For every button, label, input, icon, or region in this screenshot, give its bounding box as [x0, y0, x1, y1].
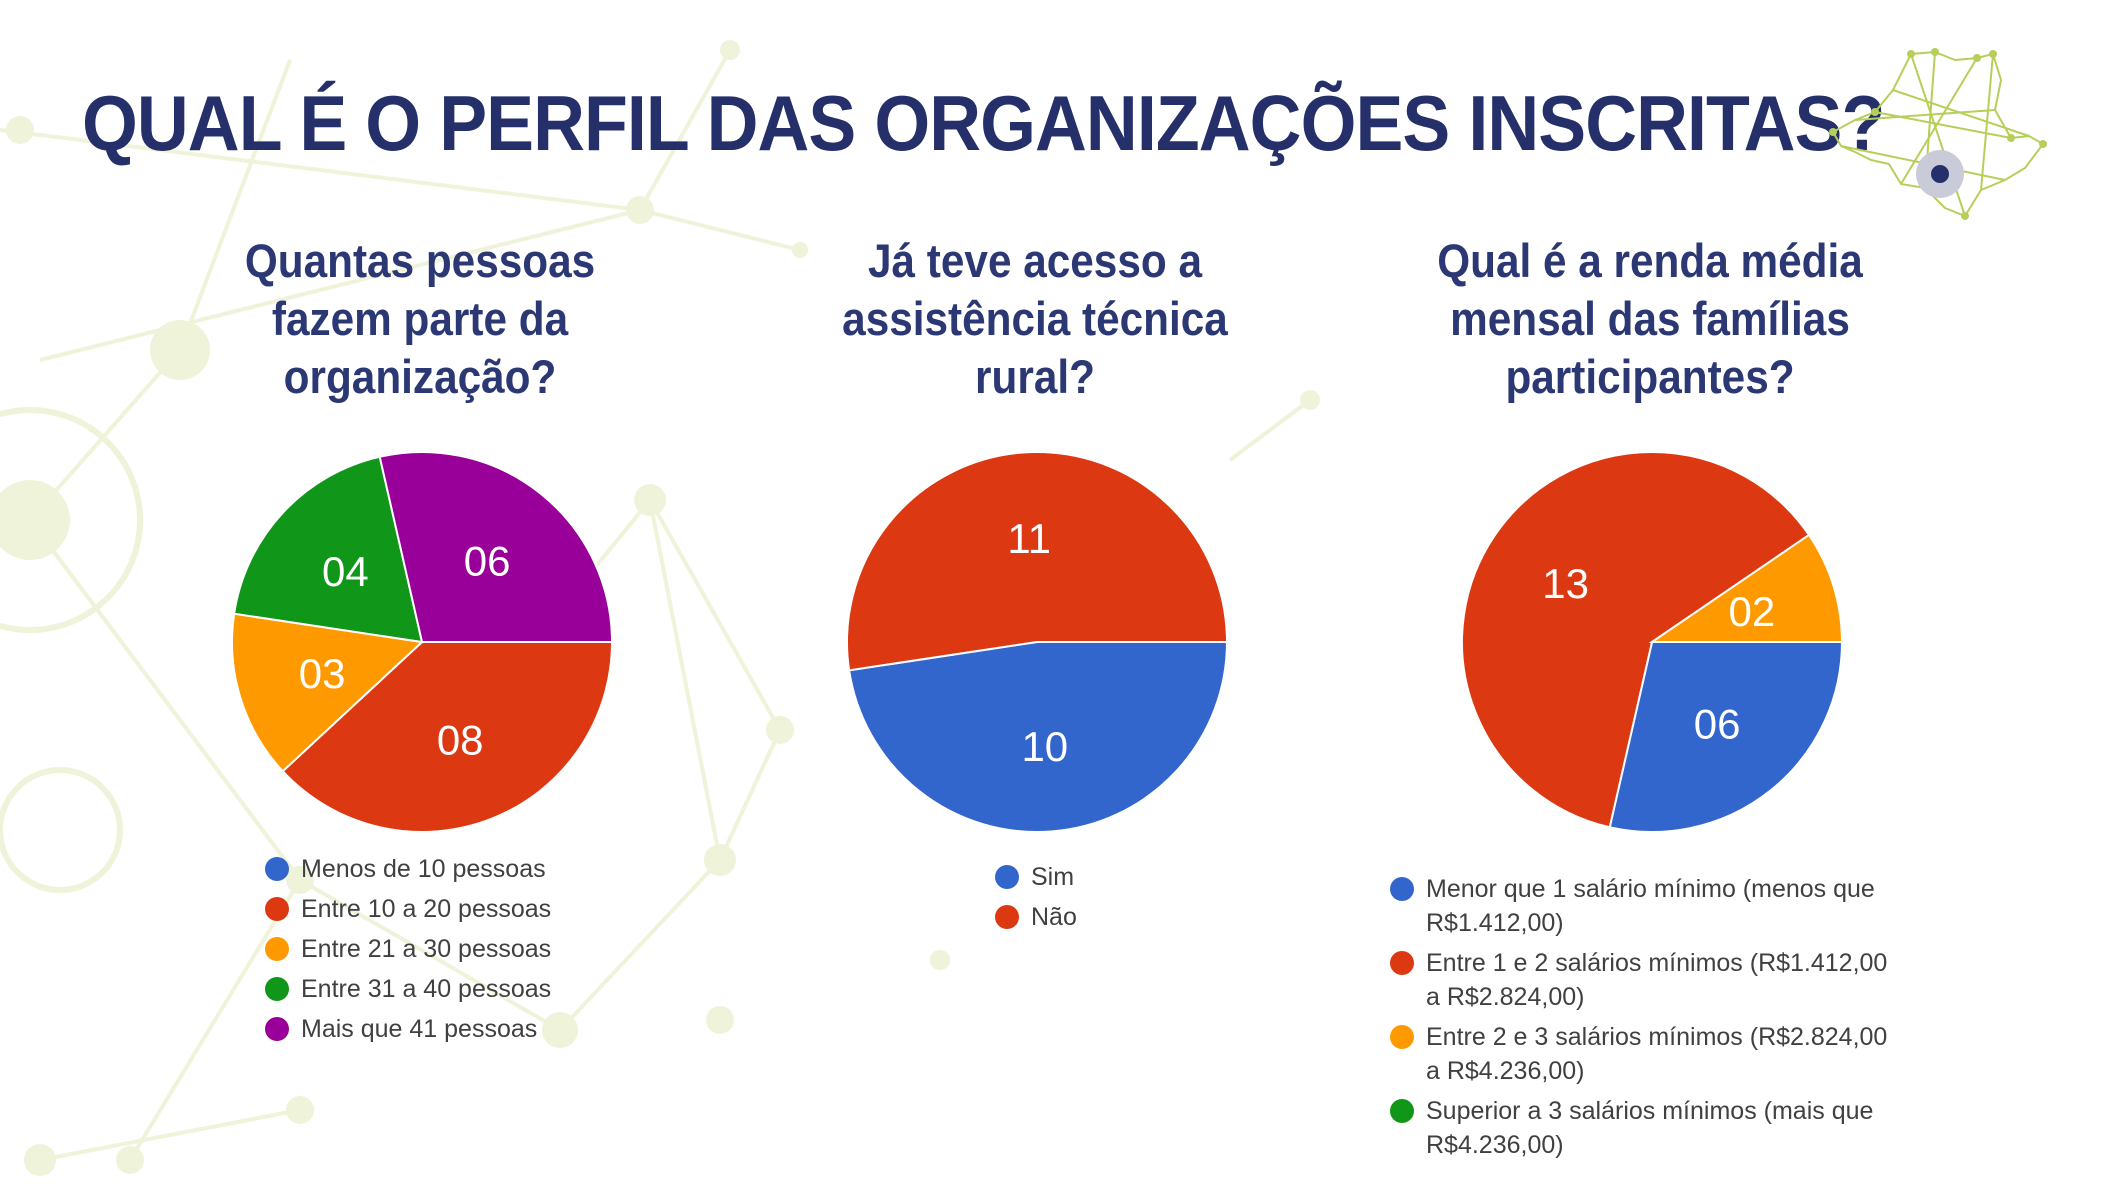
- legend-swatch: [1390, 1025, 1414, 1049]
- pie-chart-technical-assistance: 10 11: [846, 451, 1229, 833]
- pie-data-label: 04: [322, 548, 369, 595]
- legend-label: Não: [1031, 903, 1077, 931]
- legend-item-menor-que-1-salario-minimo-menos-que-r-1: Menor que 1 salário mínimo (menos que R$…: [1390, 872, 1890, 940]
- pie-data-label: 08: [437, 716, 484, 763]
- legend-label: Entre 31 a 40 pessoas: [301, 975, 552, 1003]
- pie-chart-organization-size: 08 03 04 06: [231, 451, 614, 833]
- pie-data-label: 10: [1021, 723, 1068, 770]
- chart-legend: Sim Não: [995, 860, 1195, 940]
- pie-slice-mais-que-41-pessoas: [378, 451, 614, 643]
- legend-label: Menos de 10 pessoas: [301, 855, 546, 883]
- legend-label: Entre 21 a 30 pessoas: [301, 935, 552, 963]
- legend-item-superior-a-3-salarios-minimos-mais-que-r: Superior a 3 salários mínimos (mais que …: [1390, 1094, 1890, 1162]
- pie-data-label: 03: [299, 650, 346, 697]
- legend-item-entre-31-a-40-pessoas: Entre 31 a 40 pessoas: [265, 972, 625, 1006]
- legend-item-entre-1-e-2-salarios-minimos-r-1-412-00-: Entre 1 e 2 salários mínimos (R$1.412,00…: [1390, 946, 1890, 1014]
- pie-data-label: 11: [1007, 515, 1051, 562]
- legend-label: Sim: [1031, 863, 1075, 891]
- legend-item-mais-que-41-pessoas: Mais que 41 pessoas: [265, 1012, 625, 1046]
- chart-question: Qual é a renda média mensal das famílias…: [1437, 234, 1863, 403]
- legend-label: Mais que 41 pessoas: [301, 1015, 538, 1043]
- pie-data-label: 06: [464, 537, 511, 584]
- pie-slice-entre-21-a-30-pessoas: [231, 612, 425, 773]
- legend-label: Superior a 3 salários mínimos (mais que …: [1426, 1097, 1874, 1159]
- pie-slice-menor-que-1-salario-minimo-menos-que-r-1: [1608, 641, 1844, 833]
- pie-slice-entre-2-e-3-salarios-minimos-r-2-824-00-: [1648, 533, 1844, 643]
- legend-swatch: [265, 937, 289, 961]
- legend-swatch: [1390, 1099, 1414, 1123]
- pie-chart-family-income: 06 13 02: [1461, 451, 1844, 833]
- legend-swatch: [265, 897, 289, 921]
- chart-legend: Menor que 1 salário mínimo (menos que R$…: [1390, 872, 1890, 1168]
- legend-swatch: [1390, 877, 1414, 901]
- pie-slice-nao: [846, 451, 1229, 672]
- legend-item-nao: Não: [995, 900, 1195, 934]
- legend-item-sim: Sim: [995, 860, 1195, 894]
- pie-slice-entre-10-a-20-pessoas: [281, 641, 614, 833]
- pie-slice-sim: [847, 641, 1229, 833]
- sao-paulo-map-logo: [1829, 48, 2047, 220]
- legend-swatch: [995, 865, 1019, 889]
- pie-data-label: 06: [1694, 701, 1741, 748]
- legend-label: Entre 2 e 3 salários mínimos (R$2.824,00…: [1426, 1023, 1888, 1085]
- pie-slice-entre-1-e-2-salarios-minimos-r-1-412-00-: [1461, 451, 1811, 829]
- legend-item-menos-de-10-pessoas: Menos de 10 pessoas: [265, 852, 625, 886]
- chart-question: Já teve acesso a assistência técnica rur…: [842, 234, 1228, 403]
- pie-slice-entre-31-a-40-pessoas: [232, 455, 424, 644]
- legend-item-entre-10-a-20-pessoas: Entre 10 a 20 pessoas: [265, 892, 625, 926]
- legend-item-entre-21-a-30-pessoas: Entre 21 a 30 pessoas: [265, 932, 625, 966]
- chart-legend: Menos de 10 pessoas Entre 10 a 20 pessoas…: [265, 852, 625, 1052]
- chart-question: Quantas pessoas fazem parte da organizaç…: [244, 234, 596, 403]
- page-title: QUAL É O PERFIL DAS ORGANIZAÇÕES INSCRIT…: [82, 79, 1885, 167]
- pie-data-label: 13: [1542, 560, 1589, 607]
- legend-swatch: [265, 1017, 289, 1041]
- legend-swatch: [265, 977, 289, 1001]
- legend-label: Entre 1 e 2 salários mínimos (R$1.412,00…: [1426, 949, 1888, 1011]
- legend-label: Menor que 1 salário mínimo (menos que R$…: [1426, 875, 1875, 937]
- legend-swatch: [995, 905, 1019, 929]
- legend-label: Entre 10 a 20 pessoas: [301, 895, 552, 923]
- legend-item-entre-2-e-3-salarios-minimos-r-2-824-00-: Entre 2 e 3 salários mínimos (R$2.824,00…: [1390, 1020, 1890, 1088]
- legend-swatch: [265, 857, 289, 881]
- pie-data-label: 02: [1728, 588, 1775, 635]
- legend-swatch: [1390, 951, 1414, 975]
